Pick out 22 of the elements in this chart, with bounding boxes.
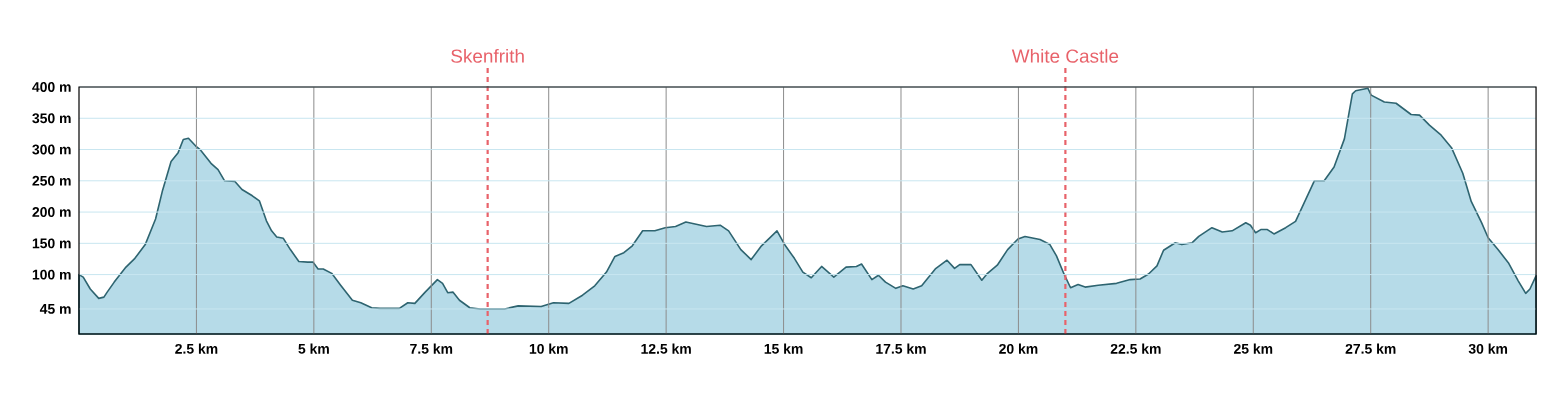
x-tick-label: 25 km: [1233, 343, 1273, 354]
ref-line-label: Skenfrith: [451, 48, 524, 63]
x-tick-label: 5 km: [298, 343, 329, 354]
y-tick-label: 250 m: [32, 175, 71, 186]
y-tick-label: 150 m: [32, 238, 71, 249]
x-tick-label: 20 km: [999, 343, 1038, 354]
x-tick-label: 17.5 km: [876, 343, 926, 354]
x-tick-label: 15 km: [764, 343, 803, 354]
x-tick-label: 27.5 km: [1345, 343, 1396, 354]
y-tick-label: 300 m: [32, 144, 71, 155]
y-tick-label: 400 m: [32, 82, 71, 92]
x-tick-label: 30 km: [1468, 343, 1508, 354]
x-tick-label: 10 km: [529, 343, 568, 354]
x-tick-label: 12.5 km: [641, 343, 691, 354]
y-tick-label: 350 m: [32, 113, 71, 124]
ref-line-label: White Castle: [1011, 48, 1119, 63]
x-tick-label: 22.5 km: [1110, 343, 1161, 354]
y-tick-label: 100 m: [32, 269, 71, 280]
x-tick-label: 2.5 km: [175, 343, 218, 354]
x-tick-label: 7.5 km: [410, 343, 453, 354]
y-tick-label: 200 m: [32, 207, 71, 217]
y-tick-label: 45 m: [39, 304, 71, 314]
